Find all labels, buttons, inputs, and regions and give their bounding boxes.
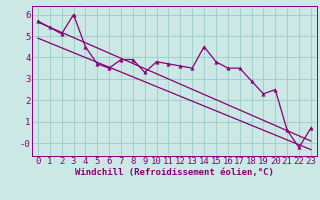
X-axis label: Windchill (Refroidissement éolien,°C): Windchill (Refroidissement éolien,°C) (75, 168, 274, 177)
